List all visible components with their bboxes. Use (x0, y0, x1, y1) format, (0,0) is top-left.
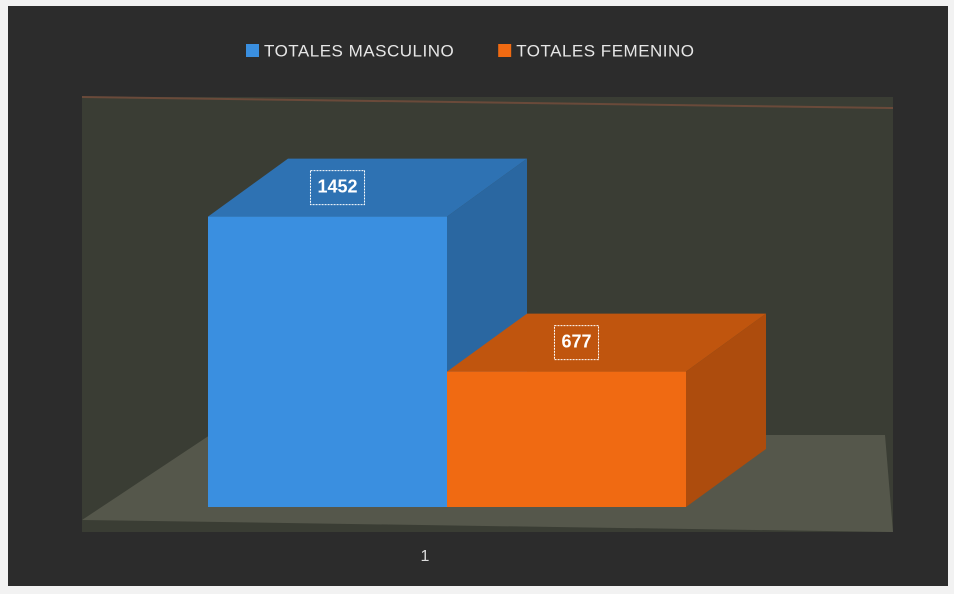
data-label: 1452 (317, 176, 357, 196)
bar-side (686, 313, 766, 507)
legend-label: TOTALES FEMENINO (516, 41, 694, 60)
bar (208, 216, 447, 507)
x-tick-label: 1 (421, 548, 430, 565)
data-label-box (553, 325, 600, 361)
bar-top (447, 313, 766, 372)
wall-edge (81, 96, 894, 109)
legend-swatch (246, 44, 259, 57)
data-label: 677 (561, 331, 591, 351)
bar-top (208, 158, 527, 217)
legend-swatch (498, 44, 512, 57)
bar (447, 371, 686, 507)
legend-label: TOTALES MASCULINO (264, 41, 454, 60)
data-label-box (309, 170, 366, 206)
